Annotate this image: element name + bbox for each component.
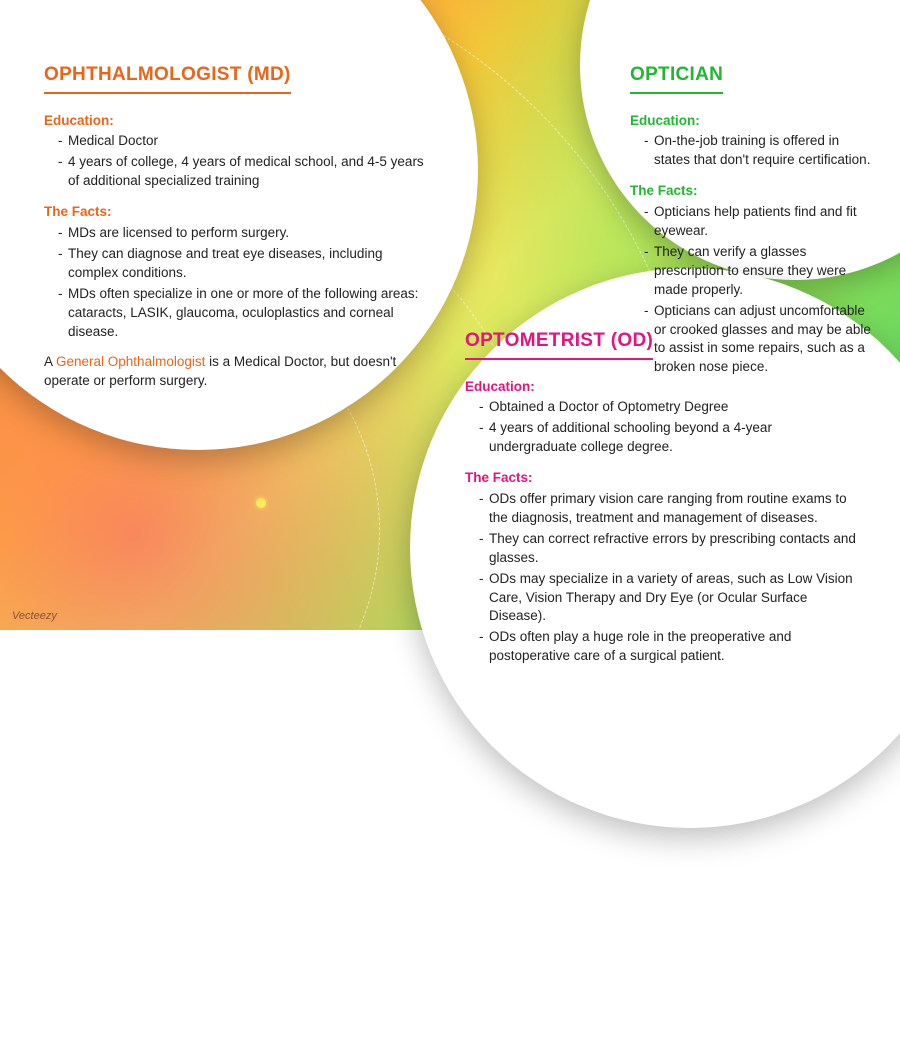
list-item: Opticians help patients find and fit eye… [644, 203, 875, 241]
facts-label: The Facts: [630, 182, 875, 201]
education-label: Education: [44, 112, 424, 131]
education-list: On-the-job training is offered in states… [630, 132, 875, 170]
education-label: Education: [465, 378, 860, 397]
list-item: They can verify a glasses prescription t… [644, 243, 875, 300]
facts-list: ODs offer primary vision care ranging fr… [465, 490, 860, 666]
ophthalmologist-footnote: A General Ophthalmologist is a Medical D… [44, 353, 424, 391]
image-credit: Vecteezy [12, 610, 57, 622]
list-item: ODs may specialize in a variety of areas… [479, 570, 860, 627]
list-item: They can correct refractive errors by pr… [479, 530, 860, 568]
footnote-highlight: General Ophthalmologist [56, 354, 205, 369]
education-list: Medical Doctor 4 years of college, 4 yea… [44, 132, 424, 191]
optician-title: OPTICIAN [630, 62, 723, 94]
list-item: 4 years of college, 4 years of medical s… [58, 153, 424, 191]
optometrist-content: OPTOMETRIST (OD) Education: Obtained a D… [465, 328, 860, 678]
ophthalmologist-title: OPHTHALMOLOGIST (MD) [44, 62, 291, 94]
facts-label: The Facts: [465, 469, 860, 488]
footnote-text: A [44, 354, 56, 369]
education-label: Education: [630, 112, 875, 131]
list-item: Obtained a Doctor of Optometry Degree [479, 398, 860, 417]
list-item: On-the-job training is offered in states… [644, 132, 875, 170]
list-item: 4 years of additional schooling beyond a… [479, 419, 860, 457]
list-item: MDs often specialize in one or more of t… [58, 285, 424, 342]
ophthalmologist-content: OPHTHALMOLOGIST (MD) Education: Medical … [44, 62, 424, 391]
list-item: ODs offer primary vision care ranging fr… [479, 490, 860, 528]
facts-list: MDs are licensed to perform surgery. The… [44, 224, 424, 341]
list-item: ODs often play a huge role in the preope… [479, 628, 860, 666]
list-item: Medical Doctor [58, 132, 424, 151]
list-item: They can diagnose and treat eye diseases… [58, 245, 424, 283]
education-list: Obtained a Doctor of Optometry Degree 4 … [465, 398, 860, 457]
list-item: MDs are licensed to perform surgery. [58, 224, 424, 243]
facts-label: The Facts: [44, 203, 424, 222]
optometrist-title: OPTOMETRIST (OD) [465, 328, 653, 360]
orbit-dot [256, 498, 266, 508]
